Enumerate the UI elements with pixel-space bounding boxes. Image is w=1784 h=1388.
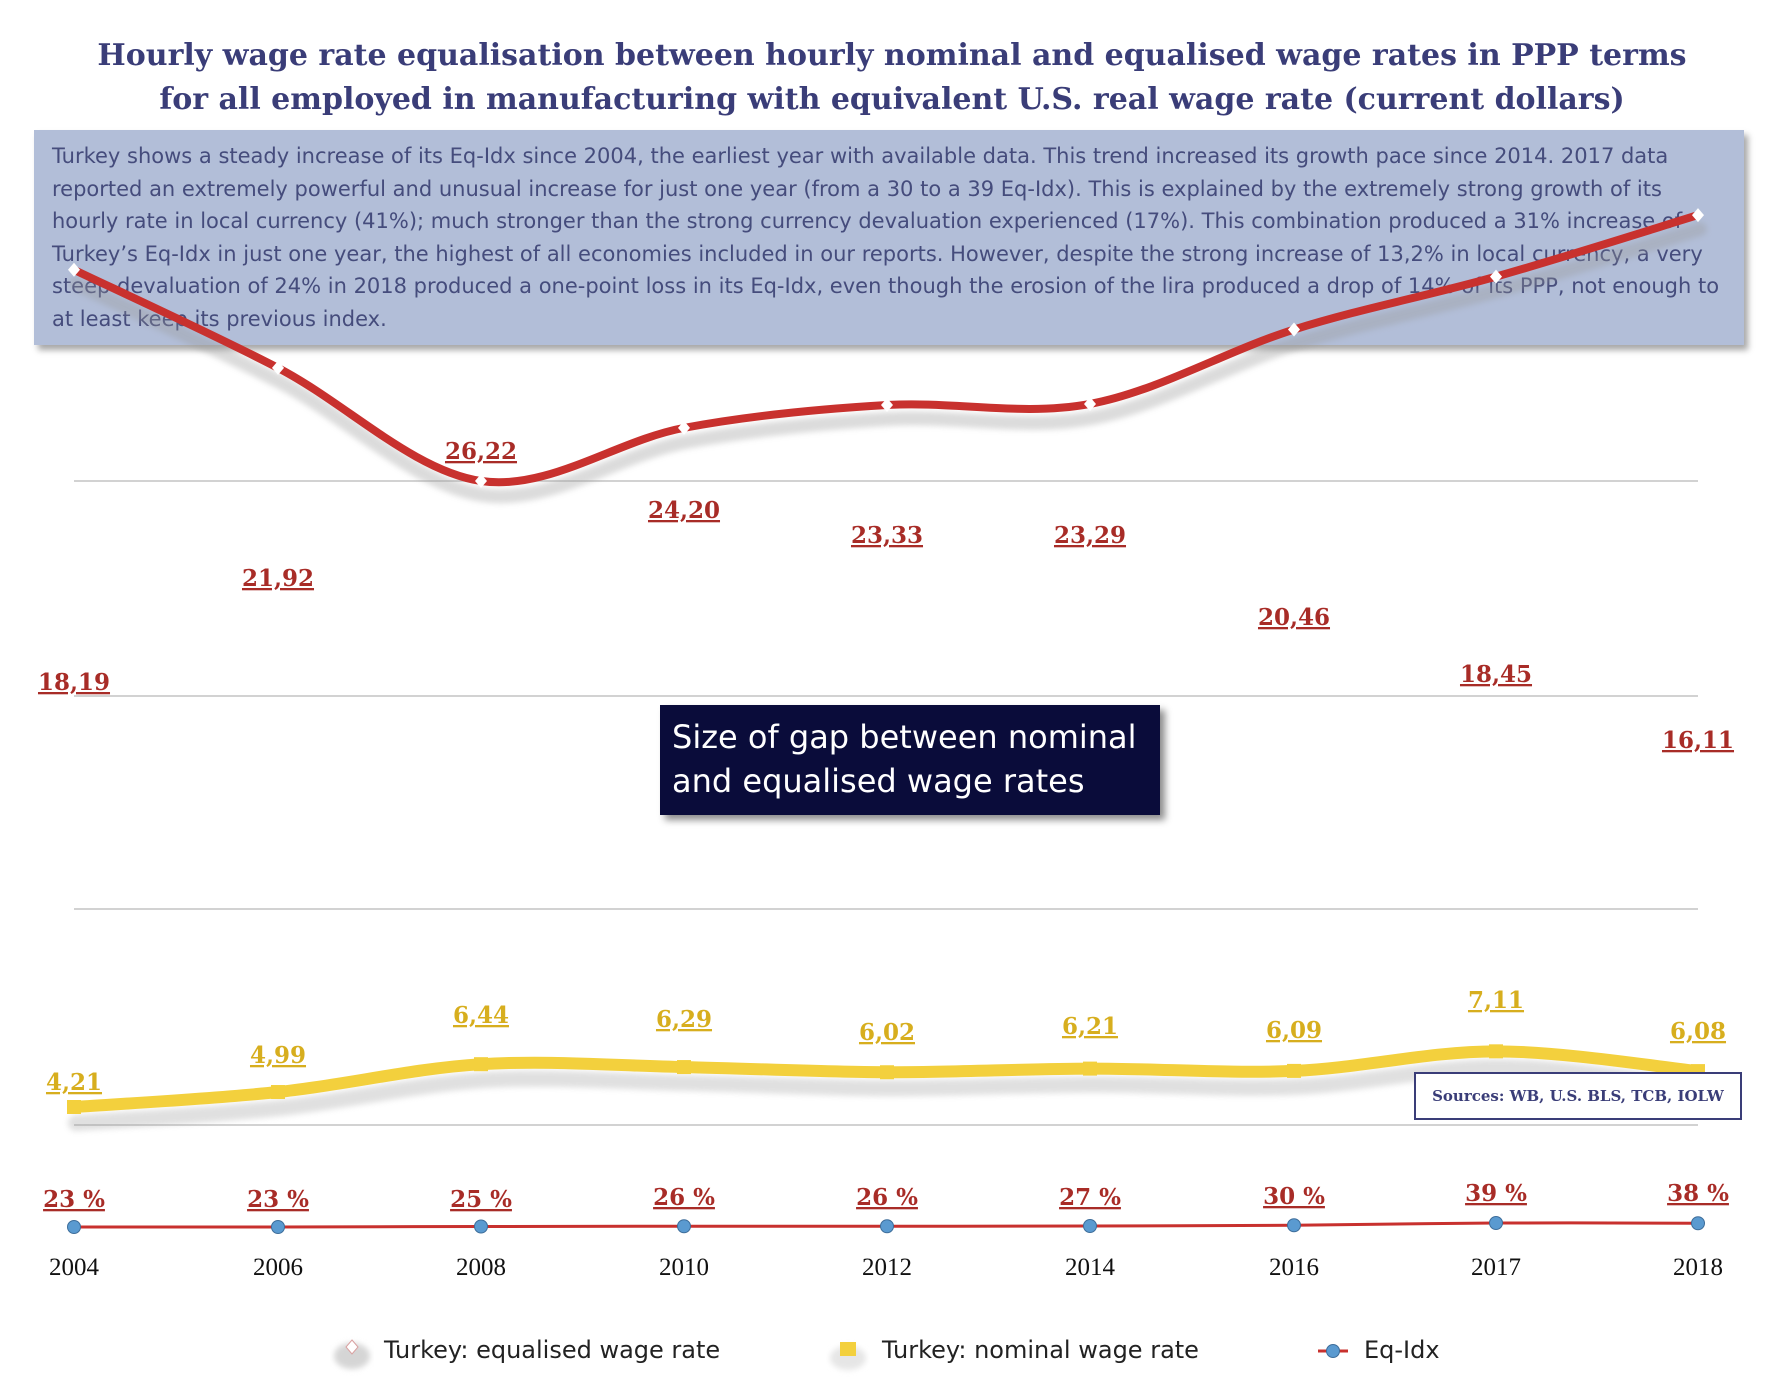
nominal-point [677, 1060, 691, 1075]
eq-idx-data-label: 26 % [653, 1184, 715, 1211]
x-tick-label: 2016 [1269, 1254, 1319, 1281]
eq-idx-data-label: 38 % [1667, 1180, 1729, 1207]
eq-idx-point [1287, 1218, 1301, 1233]
eq-idx-point [67, 1220, 81, 1234]
legend-swatch-equalised [345, 1339, 359, 1355]
nominal-point [67, 1100, 81, 1114]
eq-idx-point [1083, 1219, 1097, 1233]
chart-title: Hourly wage rate equalisation between ho… [0, 34, 1784, 122]
equalised-series-line [70, 211, 1702, 487]
nominal-data-label: 6,02 [859, 1019, 915, 1046]
nominal-point [1083, 1061, 1097, 1076]
equalised-data-label: 21,92 [242, 565, 314, 592]
nominal-data-label: 6,08 [1670, 1018, 1726, 1045]
equalised-data-label: 23,33 [851, 522, 923, 549]
title-line-2: for all employed in manufacturing with e… [159, 82, 1625, 117]
equalised-point [678, 420, 690, 435]
eq-idx-data-label: 23 % [43, 1186, 105, 1213]
x-tick-label: 2012 [862, 1254, 912, 1281]
eq-idx-data-label: 39 % [1465, 1180, 1527, 1207]
equalised-point [1490, 269, 1502, 284]
equalised-data-label: 23,29 [1054, 522, 1126, 549]
nominal-point [880, 1065, 894, 1080]
nominal-data-label: 4,21 [46, 1069, 102, 1096]
equalised-point [1692, 208, 1704, 223]
x-tick-label: 2010 [659, 1254, 709, 1281]
nominal-data-label: 6,29 [656, 1006, 712, 1033]
legend-swatch-nominal [840, 1342, 856, 1356]
eq-idx-point [271, 1220, 285, 1234]
nominal-data-label: 6,44 [453, 1002, 509, 1029]
legend-label-equalised: Turkey: equalised wage rate [384, 1336, 721, 1364]
nominal-series-shadow [68, 1059, 1708, 1131]
equalised-series-shadow [69, 222, 1707, 504]
title-line-1: Hourly wage rate equalisation between ho… [97, 38, 1687, 73]
legend-label-nominal: Turkey: nominal wage rate [882, 1336, 1199, 1364]
nominal-data-label: 7,11 [1468, 987, 1524, 1014]
equalised-point [475, 474, 487, 488]
nominal-point [474, 1057, 488, 1072]
nominal-point [1489, 1044, 1503, 1059]
legend-label-eq-idx: Eq-Idx [1364, 1336, 1440, 1364]
x-tick-label: 2018 [1673, 1254, 1723, 1281]
legend-swatch-equalised-shadow [334, 1343, 370, 1369]
nominal-data-label: 4,99 [250, 1042, 306, 1069]
eq-idx-data-label: 30 % [1263, 1183, 1325, 1210]
eq-idx-data-label: 26 % [856, 1184, 918, 1211]
equalised-point [881, 397, 893, 412]
eq-idx-data-label: 25 % [450, 1186, 512, 1213]
description-box: Turkey shows a steady increase of its Eq… [34, 130, 1744, 345]
eq-idx-data-label: 27 % [1059, 1184, 1121, 1211]
eq-idx-point [1691, 1216, 1705, 1231]
gap-annotation: Size of gap between nominal and equalise… [660, 705, 1160, 815]
eq-idx-point [677, 1219, 691, 1234]
sources-box: Sources: WB, U.S. BLS, TCB, IOLW [1414, 1072, 1742, 1120]
eq-idx-data-label: 23 % [247, 1186, 309, 1213]
equalised-data-label: 18,45 [1460, 661, 1532, 688]
equalised-data-label: 18,19 [38, 669, 110, 696]
equalised-point [272, 360, 284, 375]
legend-swatch-nominal-shadow [830, 1346, 866, 1370]
equalised-data-label: 16,11 [1662, 727, 1734, 754]
nominal-data-label: 6,09 [1266, 1017, 1322, 1044]
eq-idx-point [1489, 1216, 1503, 1230]
equalised-data-label: 20,46 [1258, 604, 1330, 631]
x-tick-label: 2004 [49, 1254, 100, 1281]
equalised-data-label: 26,22 [445, 438, 517, 465]
nominal-data-label: 6,21 [1062, 1013, 1118, 1040]
x-tick-label: 2014 [1065, 1254, 1116, 1281]
equalised-point [68, 262, 80, 277]
x-tick-label: 2006 [253, 1254, 303, 1281]
nominal-point [1287, 1063, 1301, 1078]
x-tick-label: 2008 [456, 1254, 506, 1281]
x-tick-label: 2017 [1471, 1254, 1521, 1281]
legend-swatch-eq-idx [1326, 1344, 1340, 1358]
equalised-data-label: 24,20 [648, 497, 720, 524]
nominal-point [271, 1085, 285, 1100]
eq-idx-point [474, 1219, 488, 1234]
eq-idx-point [880, 1219, 894, 1234]
equalised-point [1084, 396, 1096, 411]
equalised-point [1288, 322, 1300, 337]
